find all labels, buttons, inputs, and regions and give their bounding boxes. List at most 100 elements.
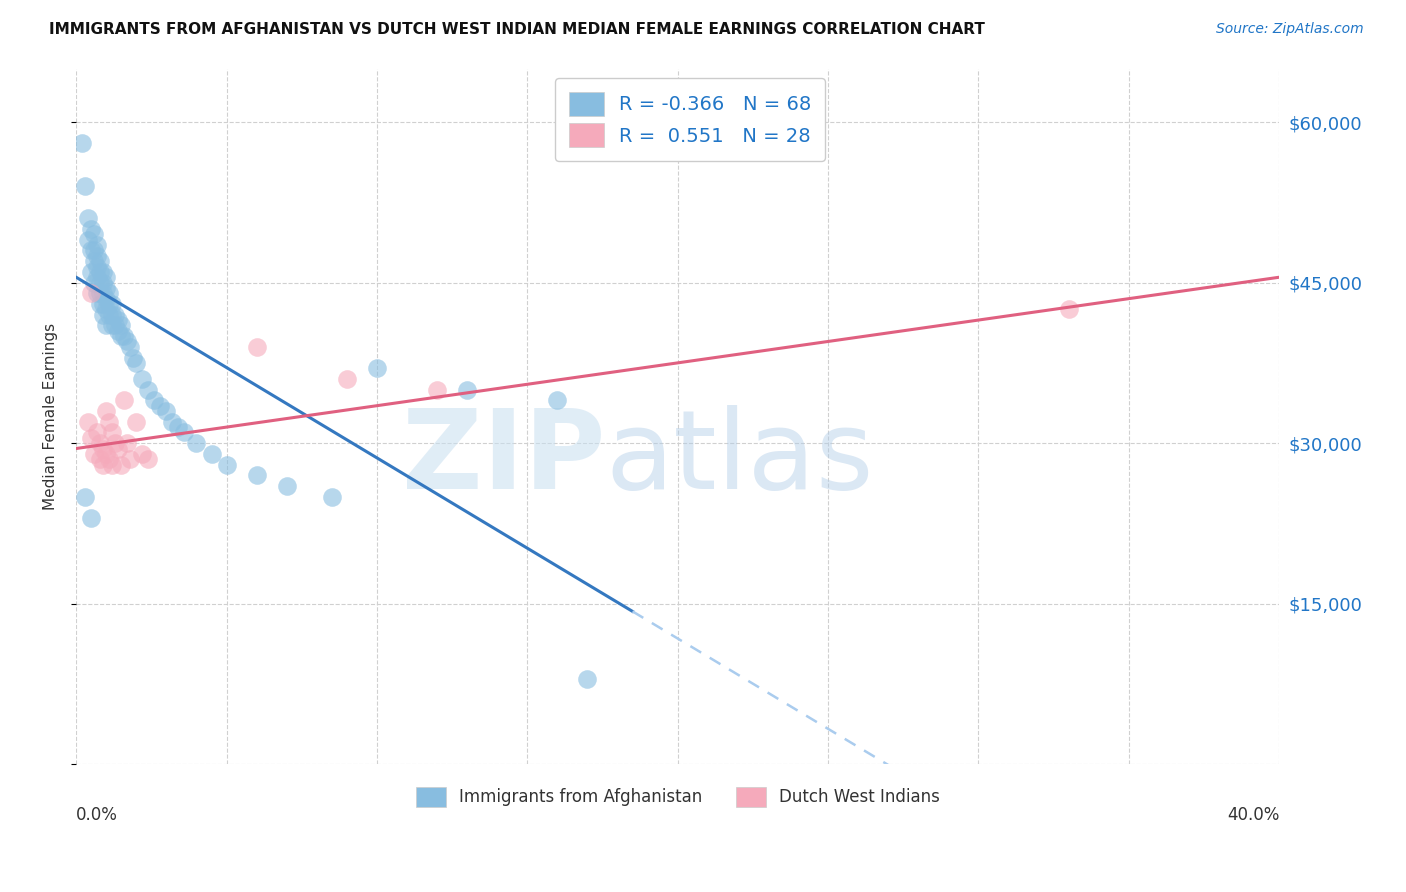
Point [89, 265, 111, 279]
Text: 40.0%: 40.0% [1227, 806, 1279, 824]
Point [98, 286, 121, 301]
Text: ZIP: ZIP [402, 405, 606, 512]
Point [96, 404, 118, 418]
Point [83, 276, 105, 290]
Point [86, 249, 108, 263]
Point [200, 447, 222, 461]
Point [125, 415, 148, 429]
Point [77, 211, 100, 226]
Point [91, 265, 114, 279]
Point [110, 329, 132, 343]
Point [110, 458, 132, 472]
Point [112, 393, 135, 408]
Point [75, 490, 97, 504]
Point [80, 511, 103, 525]
Point [104, 318, 127, 333]
Point [91, 286, 114, 301]
Point [89, 286, 111, 301]
Point [96, 302, 118, 317]
Point [91, 442, 114, 456]
Point [101, 318, 124, 333]
Point [89, 254, 111, 268]
Point [131, 447, 153, 461]
Point [107, 313, 129, 327]
Point [107, 442, 129, 456]
Point [86, 270, 108, 285]
Point [120, 340, 142, 354]
Point [120, 452, 142, 467]
Point [91, 276, 114, 290]
Point [155, 404, 177, 418]
Legend: Immigrants from Afghanistan, Dutch West Indians: Immigrants from Afghanistan, Dutch West … [404, 775, 952, 819]
Point [83, 244, 105, 258]
Point [96, 281, 118, 295]
Point [107, 324, 129, 338]
Point [1057, 302, 1080, 317]
Point [91, 297, 114, 311]
Point [98, 452, 121, 467]
Point [173, 425, 195, 440]
Point [138, 383, 160, 397]
Point [98, 415, 121, 429]
Point [89, 436, 111, 450]
Point [86, 286, 108, 301]
Point [89, 276, 111, 290]
Text: IMMIGRANTS FROM AFGHANISTAN VS DUTCH WEST INDIAN MEDIAN FEMALE EARNINGS CORRELAT: IMMIGRANTS FROM AFGHANISTAN VS DUTCH WES… [49, 22, 986, 37]
Point [101, 425, 124, 440]
Point [167, 420, 190, 434]
Point [96, 292, 118, 306]
Point [80, 222, 103, 236]
Point [143, 393, 166, 408]
Text: Source: ZipAtlas.com: Source: ZipAtlas.com [1216, 22, 1364, 37]
Point [162, 415, 184, 429]
Text: 0.0%: 0.0% [76, 806, 118, 824]
Text: atlas: atlas [606, 405, 875, 512]
Point [104, 436, 127, 450]
Point [96, 447, 118, 461]
Point [215, 458, 238, 472]
Point [80, 244, 103, 258]
Point [77, 233, 100, 247]
Point [276, 479, 298, 493]
Point [89, 452, 111, 467]
Point [246, 468, 269, 483]
Point [426, 383, 449, 397]
Point [86, 238, 108, 252]
Point [104, 308, 127, 322]
Point [83, 447, 105, 461]
Point [77, 415, 100, 429]
Point [89, 297, 111, 311]
Point [112, 329, 135, 343]
Point [456, 383, 478, 397]
Point [576, 672, 599, 686]
Point [110, 318, 132, 333]
Point [96, 318, 118, 333]
Point [80, 286, 103, 301]
Point [83, 227, 105, 242]
Point [86, 260, 108, 274]
Point [138, 452, 160, 467]
Point [149, 399, 172, 413]
Point [246, 340, 269, 354]
Point [101, 458, 124, 472]
Point [101, 297, 124, 311]
Point [131, 372, 153, 386]
Point [80, 431, 103, 445]
Point [96, 270, 118, 285]
Point [91, 308, 114, 322]
Point [366, 361, 388, 376]
Point [546, 393, 568, 408]
Point [117, 334, 139, 349]
Point [125, 356, 148, 370]
Point [75, 179, 97, 194]
Point [83, 254, 105, 268]
Point [70, 136, 93, 151]
Point [91, 458, 114, 472]
Point [186, 436, 208, 450]
Point [98, 297, 121, 311]
Point [101, 308, 124, 322]
Point [321, 490, 343, 504]
Point [98, 308, 121, 322]
Y-axis label: Median Female Earnings: Median Female Earnings [44, 323, 58, 510]
Point [117, 436, 139, 450]
